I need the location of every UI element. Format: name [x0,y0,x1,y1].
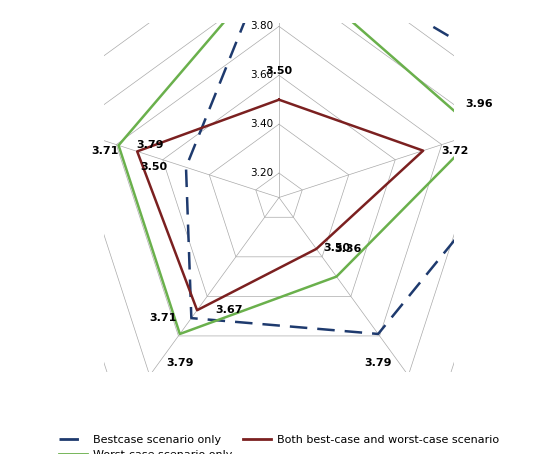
Text: 3.50: 3.50 [266,66,292,76]
Text: 3.36: 3.36 [334,244,362,254]
Text: 3.71: 3.71 [92,146,119,157]
Text: 3.79: 3.79 [364,358,392,368]
Text: 3.50: 3.50 [323,243,350,253]
Text: 3.72: 3.72 [441,146,469,156]
Text: 3.96: 3.96 [465,99,493,109]
Text: 3.20: 3.20 [250,168,273,178]
Text: 3.79: 3.79 [166,358,194,368]
Text: 3.67: 3.67 [215,305,243,315]
Text: 3.79: 3.79 [137,140,164,150]
Text: 3.60: 3.60 [250,70,273,80]
Legend: Bestcase scenario only, Worst-case scenario only, Both best-case and worst-case : Bestcase scenario only, Worst-case scena… [55,430,503,454]
Text: 3.80: 3.80 [250,21,273,31]
Text: 3.50: 3.50 [141,162,168,172]
Text: 3.40: 3.40 [250,119,273,129]
Text: 3.71: 3.71 [149,313,176,323]
